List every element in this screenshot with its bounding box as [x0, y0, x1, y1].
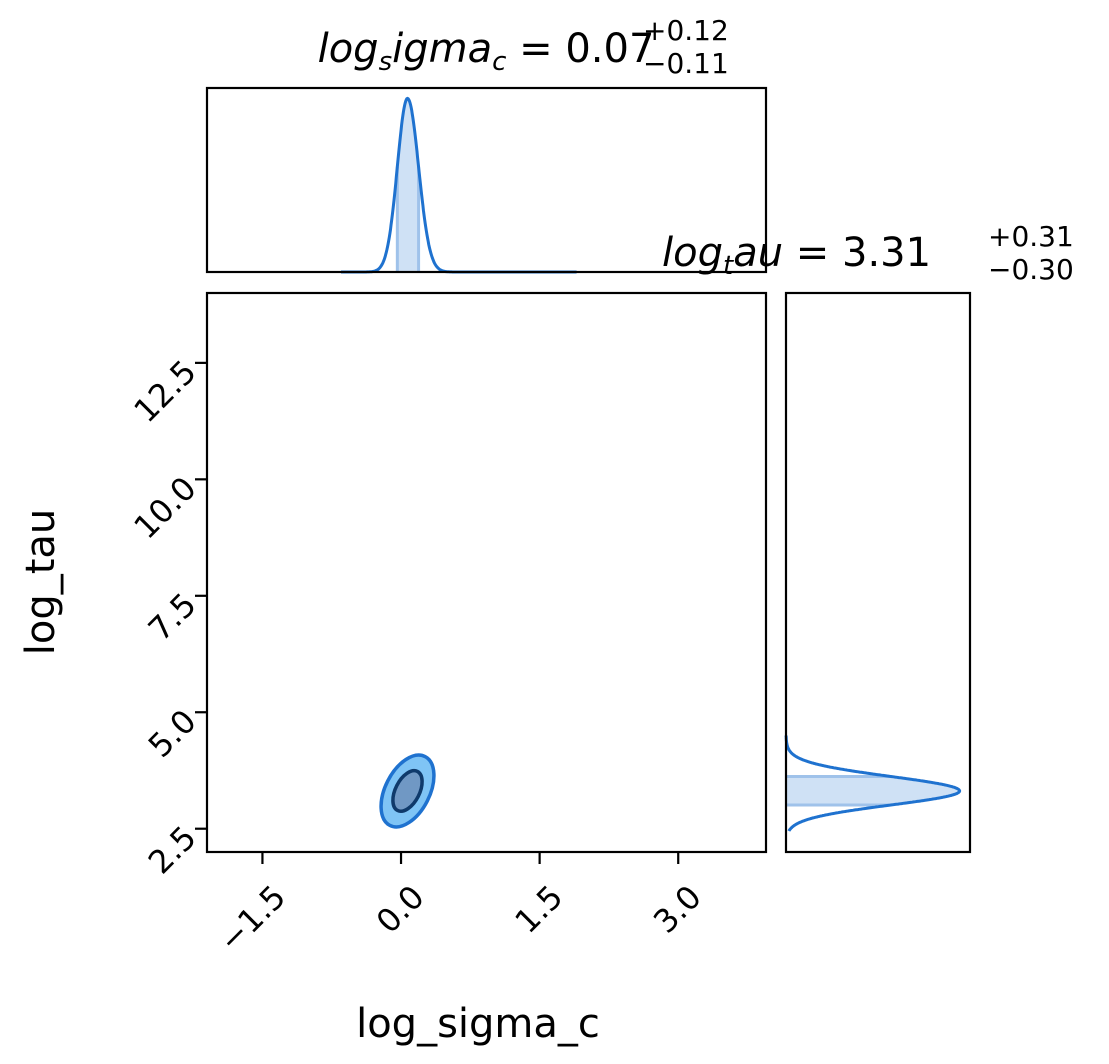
marginal-x-title-minus: −0.11	[643, 47, 729, 80]
marginal-x-frame	[205, 86, 768, 274]
marginal-y-credible-fill	[786, 776, 960, 805]
marginal-y-title: logtau = 3.31	[662, 230, 931, 281]
marginal-y-panel: logtau = 3.31 +0.31 −0.30	[662, 220, 1074, 854]
x-tick-label: 3.0	[646, 878, 709, 941]
x-axis-ticks: −1.5 0.0 1.5 3.0	[211, 852, 709, 960]
marginal-x-title-plus: +0.12	[643, 14, 729, 47]
x-tick-label: 0.0	[369, 878, 432, 941]
marginal-y-title-minus: −0.30	[988, 253, 1074, 286]
y-tick-label: 5.0	[141, 702, 204, 765]
y-tick-label: 12.5	[126, 353, 203, 430]
y-axis-ticks: 2.5 5.0 7.5 10.0 12.5	[126, 353, 207, 881]
marginal-x-panel: logsigmac = 0.07 +0.12 −0.11	[205, 14, 768, 274]
joint-panel: −1.5 0.0 1.5 3.0 2.5 5.0 7.5 10.0 12.5 log_sigm…	[18, 291, 768, 1047]
joint-contours	[379, 753, 436, 829]
joint-frame	[205, 291, 768, 854]
y-tick-label: 10.0	[126, 469, 203, 546]
x-tick-label: −1.5	[211, 878, 293, 960]
contour-inner	[391, 768, 424, 813]
marginal-x-density-curve	[341, 96, 577, 274]
marginal-y-density-curve	[784, 735, 962, 832]
y-tick-label: 7.5	[141, 586, 204, 649]
x-axis-label: log_sigma_c	[356, 1001, 600, 1047]
y-tick-label: 2.5	[141, 818, 204, 881]
x-tick-label: 1.5	[507, 878, 570, 941]
marginal-y-frame	[784, 291, 972, 854]
y-axis-label: log_tau	[18, 509, 64, 656]
marginal-x-credible-fill	[397, 98, 419, 273]
marginal-y-title-plus: +0.31	[988, 220, 1074, 253]
marginal-x-title: logsigmac = 0.07	[318, 26, 655, 77]
